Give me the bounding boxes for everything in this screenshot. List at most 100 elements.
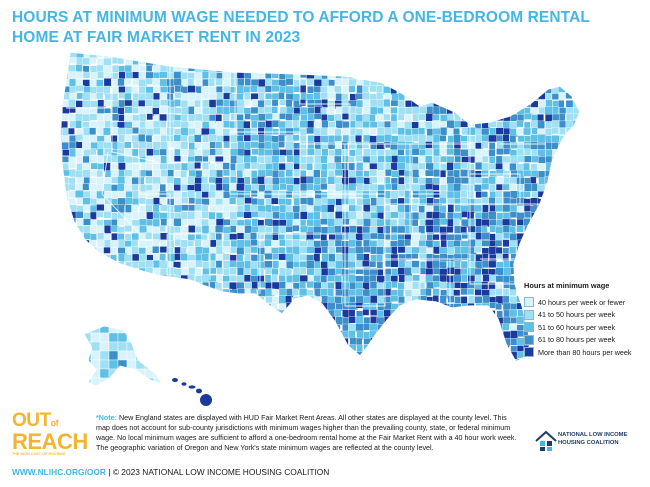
county-cell [397, 52, 405, 53]
county-cell [545, 226, 552, 235]
county-cell [222, 352, 230, 360]
county-cell [405, 183, 413, 190]
county-cell [391, 338, 399, 347]
county-cell [244, 92, 251, 101]
county-cell [551, 93, 559, 100]
county-cell [118, 134, 125, 143]
county-cell [313, 330, 322, 337]
county-cell [117, 148, 125, 157]
county-cell [446, 330, 454, 339]
county-cell [75, 351, 84, 360]
county-cell [418, 358, 428, 362]
county-cell [509, 373, 516, 381]
county-cell [474, 177, 483, 184]
county-cell [236, 281, 245, 290]
county-cell [187, 352, 195, 361]
county-cell [523, 52, 533, 59]
county-cell [111, 303, 120, 313]
county-cell [90, 289, 99, 297]
county-cell [180, 317, 187, 325]
county-cell [517, 135, 526, 143]
county-cell [230, 351, 239, 360]
county-cell [447, 295, 455, 303]
county-cell [278, 92, 285, 100]
county-cell [103, 58, 112, 67]
county-cell [265, 317, 274, 326]
county-cell [103, 177, 113, 185]
alaska-cell [144, 368, 155, 379]
county-cell [587, 360, 594, 368]
county-cell [60, 323, 61, 330]
county-cell [482, 324, 489, 334]
county-cell [313, 358, 322, 362]
county-cell [426, 92, 435, 100]
county-cell [215, 162, 224, 170]
county-cell [509, 309, 518, 318]
county-cell [404, 324, 415, 332]
county-cell [264, 127, 274, 136]
county-cell [68, 240, 77, 249]
county-cell [201, 204, 209, 212]
county-cell [328, 366, 337, 374]
county-cell [453, 351, 463, 360]
county-cell [467, 225, 476, 234]
website-link[interactable]: WWW.NLIHC.ORG/OOR [12, 467, 106, 477]
county-cell [69, 345, 77, 353]
alaska-cell [108, 359, 119, 370]
county-cell [215, 141, 223, 149]
county-cell [188, 197, 196, 204]
county-cell [82, 100, 91, 109]
county-cell [132, 295, 140, 304]
county-cell [257, 344, 265, 352]
county-cell [215, 309, 222, 319]
county-cell [166, 57, 174, 66]
county-cell [222, 260, 230, 269]
county-cell [390, 324, 398, 333]
county-cell [440, 366, 449, 374]
county-cell [377, 268, 384, 276]
county-cell [467, 338, 475, 346]
county-cell [132, 78, 139, 86]
county-cell [160, 282, 170, 290]
county-cell [369, 274, 377, 283]
county-cell [453, 274, 463, 283]
county-cell [82, 169, 92, 178]
county-cell [76, 246, 86, 255]
county-cell [488, 260, 497, 268]
county-cell [426, 323, 434, 332]
county-cell [496, 366, 503, 374]
county-cell [167, 106, 175, 114]
county-cell [60, 57, 63, 65]
county-cell [474, 113, 482, 120]
county-cell [194, 218, 202, 228]
county-cell [321, 212, 329, 220]
county-cell [398, 176, 405, 185]
county-cell [257, 309, 266, 318]
alaska-cell [117, 368, 128, 379]
county-cell [174, 107, 182, 114]
county-cell [580, 268, 587, 275]
county-cell [496, 373, 503, 382]
county-cell [251, 52, 259, 58]
county-cell [251, 324, 260, 334]
county-cell [278, 337, 287, 346]
county-cell [313, 121, 322, 128]
county-cell [278, 316, 285, 324]
county-cell [195, 352, 203, 361]
county-cell [76, 197, 84, 205]
county-cell [453, 99, 462, 109]
county-cell [502, 183, 510, 191]
county-cell [376, 345, 384, 353]
county-cell [432, 275, 440, 282]
county-cell [75, 134, 84, 141]
county-cell [285, 113, 294, 121]
county-cell [69, 267, 79, 276]
county-cell [468, 107, 476, 116]
county-cell [286, 337, 294, 345]
county-cell [369, 169, 378, 177]
county-cell [285, 64, 293, 73]
county-cell [215, 282, 223, 290]
county-cell [244, 176, 251, 185]
county-cell [566, 253, 576, 263]
county-cell [523, 233, 533, 243]
